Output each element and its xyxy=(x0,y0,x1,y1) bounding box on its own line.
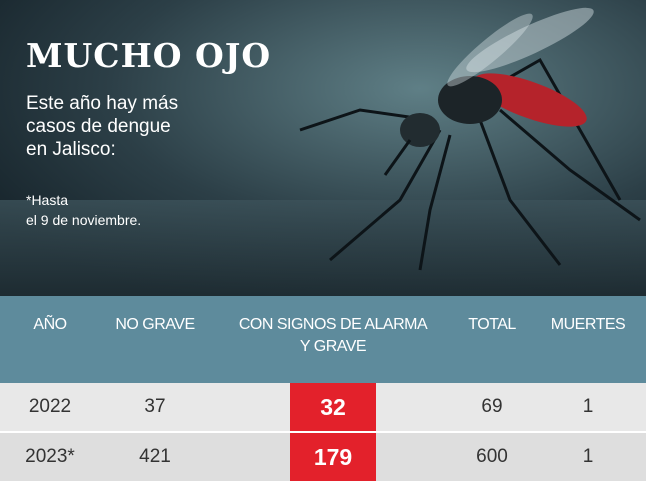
subtitle-line: casos de dengue xyxy=(26,115,178,138)
note: *Hasta el 9 de noviembre. xyxy=(26,190,141,230)
table-cell: 1 xyxy=(583,433,594,481)
column-header: NO GRAVE xyxy=(105,314,205,336)
table-cell: 37 xyxy=(144,383,165,431)
subtitle-line: Este año hay más xyxy=(26,92,178,115)
table: AÑO NO GRAVE CON SIGNOS DE ALARMA Y GRAVE T… xyxy=(0,296,646,483)
table-cell: 2023* xyxy=(25,433,75,481)
table-cell: 421 xyxy=(139,433,171,481)
table-header: AÑO NO GRAVE CON SIGNOS DE ALARMA Y GRAVE T… xyxy=(0,296,646,383)
column-header: AÑO xyxy=(20,314,80,336)
note-line: *Hasta xyxy=(26,190,141,210)
highlight-cell: 179 xyxy=(290,433,376,481)
column-header: CON SIGNOS DE ALARMA Y GRAVE xyxy=(238,314,428,358)
head xyxy=(400,113,440,147)
column-header: MUERTES xyxy=(538,314,638,336)
table-cell: 2022 xyxy=(29,383,71,431)
table-row: 2022 37 32 69 1 xyxy=(0,383,646,431)
subtitle-line: en Jalisco: xyxy=(26,138,178,161)
title: MUCHO OJO xyxy=(26,36,271,75)
subtitle: Este año hay más casos de dengue en Jali… xyxy=(26,92,178,161)
note-line: el 9 de noviembre. xyxy=(26,210,141,230)
page: MUCHO OJO Este año hay más casos de deng… xyxy=(0,0,646,483)
table-cell: 1 xyxy=(583,383,594,431)
table-row: 2023* 421 179 600 1 xyxy=(0,433,646,481)
table-cell: 600 xyxy=(476,433,508,481)
hero-image: MUCHO OJO Este año hay más casos de deng… xyxy=(0,0,646,296)
column-header: TOTAL xyxy=(462,314,522,336)
highlight-cell: 32 xyxy=(290,383,376,431)
table-cell: 69 xyxy=(481,383,502,431)
